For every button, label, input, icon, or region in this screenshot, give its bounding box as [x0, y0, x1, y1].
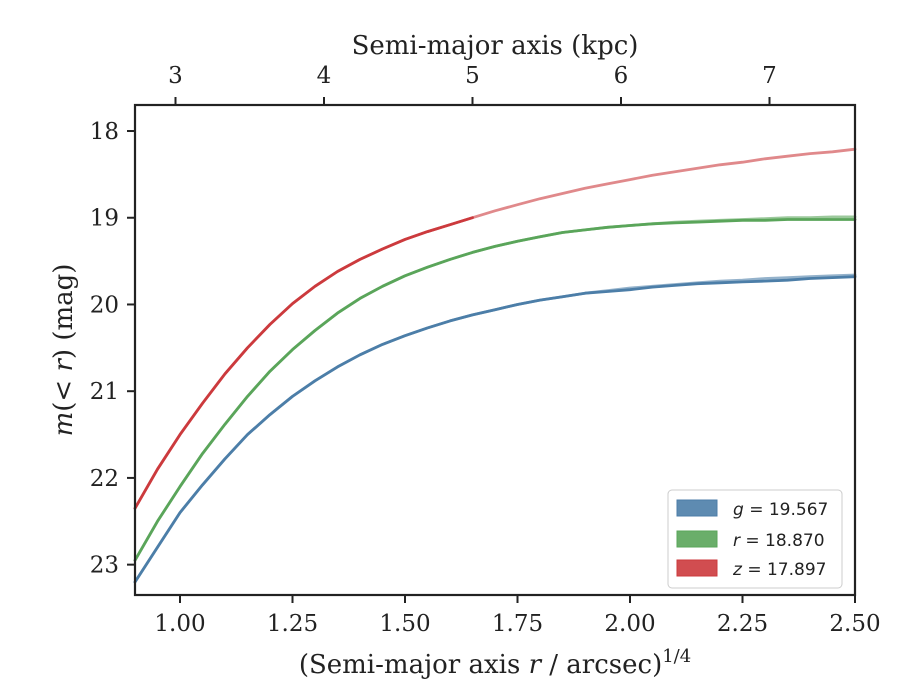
y-tick-label: 19: [90, 206, 119, 232]
legend-swatch-z: [676, 559, 718, 577]
x-tick-label: 1.00: [154, 611, 205, 637]
legend-entry-z: z = 17.897: [732, 560, 826, 580]
top-tick-label: 5: [465, 63, 480, 89]
top-tick-label: 4: [317, 63, 332, 89]
x-tick-label: 1.50: [379, 611, 430, 637]
series-line-g: [133, 275, 857, 584]
series-line-r: [133, 218, 857, 562]
axes: 1.00 1.25 1.50 1.75 2.00 2.25 2.50 18 19 20 21 22 23…: [90, 63, 881, 637]
y-tick-label: 21: [90, 379, 119, 405]
plot-area: [133, 147, 857, 584]
y-tick-label: 23: [90, 553, 119, 579]
x-tick-label: 1.75: [492, 611, 543, 637]
y-tick-label: 18: [90, 119, 119, 145]
x-tick-label: 1.25: [267, 611, 318, 637]
legend-entry-g: g = 19.567: [733, 500, 828, 520]
x-tick-label: 2.25: [717, 611, 768, 637]
top-tick-label: 6: [614, 63, 629, 89]
top-axis-label: Semi-major axis (kpc): [352, 31, 639, 61]
x-axis-label: (Semi-major axis r / arcsec)1/4: [299, 646, 691, 680]
y-tick-label: 22: [90, 466, 119, 492]
legend-swatch-g: [676, 499, 718, 517]
top-tick-label: 7: [762, 63, 777, 89]
legend: g = 19.567 r = 18.870 z = 17.897: [667, 489, 843, 589]
series-line-z: [133, 216, 474, 510]
x-tick-label: 2.00: [604, 611, 655, 637]
x-tick-label: 2.50: [829, 611, 880, 637]
y-tick-label: 20: [90, 292, 119, 318]
top-tick-label: 3: [168, 63, 183, 89]
legend-swatch-r: [676, 530, 718, 548]
legend-entry-r: r = 18.870: [733, 531, 825, 551]
y-axis-label: m(< r) (mag): [49, 264, 79, 437]
plot-frame: [133, 103, 857, 597]
